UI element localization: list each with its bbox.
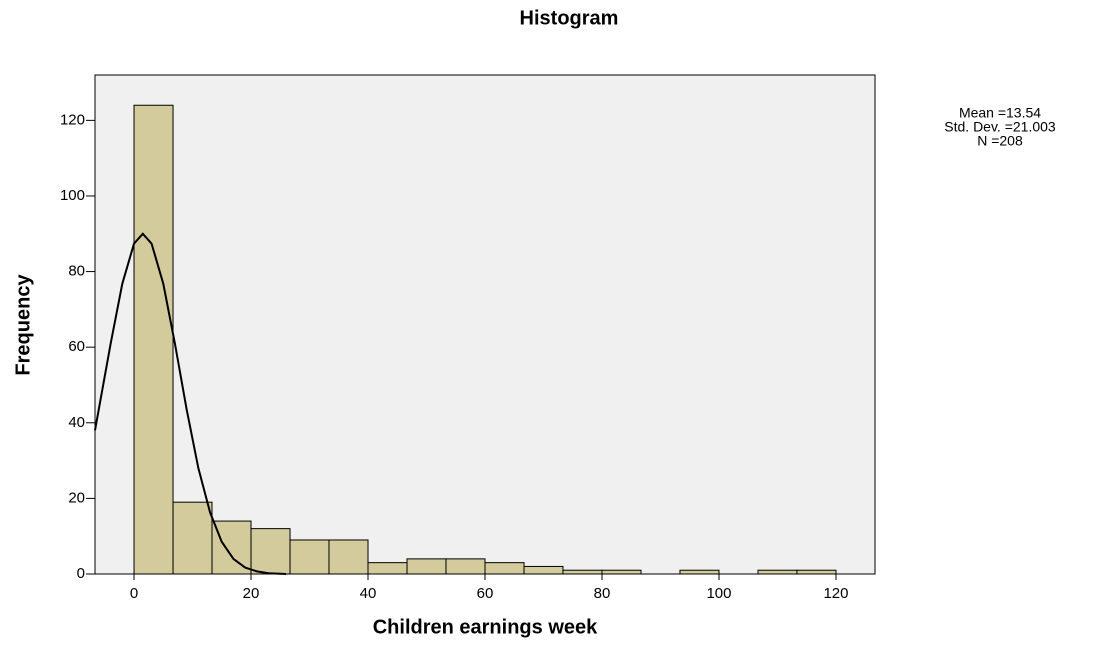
y-tick-label: 100	[60, 187, 85, 204]
bar	[289, 539, 330, 575]
bar	[328, 539, 369, 575]
bar	[562, 569, 603, 575]
y-axis-title: Frequency	[12, 274, 34, 376]
x-tick-label: 20	[243, 585, 260, 602]
y-tick-label: 80	[68, 263, 85, 280]
y-tick-label: 20	[68, 489, 85, 506]
bar	[796, 569, 837, 575]
bar	[211, 520, 252, 575]
bar	[367, 562, 408, 575]
bar	[523, 565, 564, 575]
x-tick-label: 80	[594, 585, 611, 602]
bar	[133, 104, 174, 575]
y-tick-label: 60	[68, 338, 85, 355]
y-tick-label: 40	[68, 414, 85, 431]
x-tick-label: 60	[477, 585, 494, 602]
x-axis-title: Children earnings week	[373, 616, 598, 638]
bar	[601, 569, 642, 575]
bar	[445, 558, 486, 575]
bar	[679, 569, 720, 575]
stats-note: Std. Dev. =21.003	[944, 119, 1056, 135]
x-tick-label: 0	[130, 585, 138, 602]
y-tick-label: 120	[60, 111, 85, 128]
x-tick-label: 120	[823, 585, 848, 602]
bar	[406, 558, 447, 575]
x-tick-label: 100	[706, 585, 731, 602]
normal-curve	[94, 232, 287, 575]
y-tick-label: 0	[77, 565, 85, 582]
bar	[172, 501, 213, 575]
bar	[250, 528, 291, 575]
stats-note: Mean =13.54	[959, 105, 1041, 121]
x-tick-label: 40	[360, 585, 377, 602]
plot-area	[94, 74, 876, 575]
bar	[757, 569, 798, 575]
stats-note: N =208	[977, 133, 1023, 149]
bar	[484, 562, 525, 575]
chart-title: Histogram	[520, 7, 619, 29]
